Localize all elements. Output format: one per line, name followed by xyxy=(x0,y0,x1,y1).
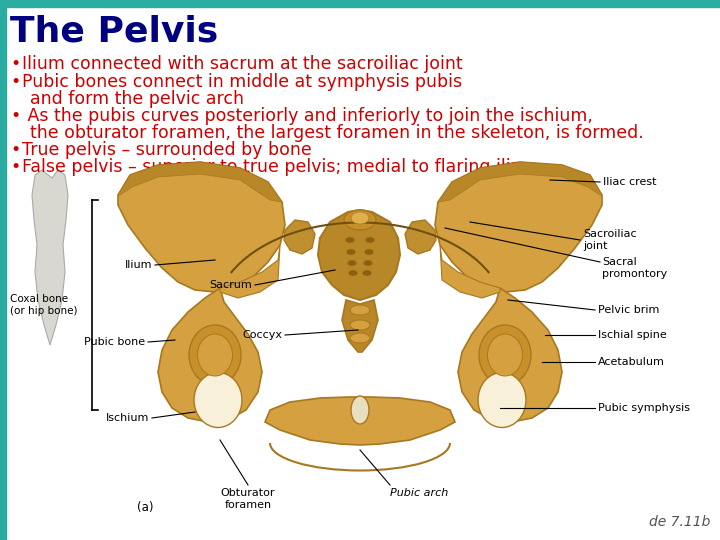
Polygon shape xyxy=(435,162,602,292)
Text: Ischium: Ischium xyxy=(106,413,149,423)
Bar xyxy=(0,0,720,7)
Text: False pelvis – superior to true pelvis; medial to flaring ilia: False pelvis – superior to true pelvis; … xyxy=(22,158,521,176)
Polygon shape xyxy=(342,300,378,352)
Text: Obturator
foramen: Obturator foramen xyxy=(221,488,275,510)
Text: Iliac crest: Iliac crest xyxy=(603,177,657,187)
Text: Ischial spine: Ischial spine xyxy=(598,330,667,340)
Ellipse shape xyxy=(478,373,526,428)
Ellipse shape xyxy=(350,333,370,343)
Polygon shape xyxy=(32,170,68,345)
Text: Ilium connected with sacrum at the sacroiliac joint: Ilium connected with sacrum at the sacro… xyxy=(22,55,463,73)
Text: The Pelvis: The Pelvis xyxy=(10,15,218,49)
Polygon shape xyxy=(458,288,562,422)
Polygon shape xyxy=(318,210,400,300)
Ellipse shape xyxy=(364,249,374,255)
Text: de 7.11b: de 7.11b xyxy=(649,515,710,529)
Polygon shape xyxy=(440,245,500,298)
Polygon shape xyxy=(158,288,262,422)
Polygon shape xyxy=(405,220,436,254)
Text: Sacrum: Sacrum xyxy=(210,280,252,290)
Text: Pubic arch: Pubic arch xyxy=(390,488,449,498)
Ellipse shape xyxy=(189,325,241,385)
Polygon shape xyxy=(118,162,285,292)
Text: Pubic bones connect in middle at symphysis pubis: Pubic bones connect in middle at symphys… xyxy=(22,73,462,91)
Text: Ilium: Ilium xyxy=(125,260,152,270)
Bar xyxy=(0,7,6,540)
Text: Coxal bone
(or hip bone): Coxal bone (or hip bone) xyxy=(10,294,78,316)
Ellipse shape xyxy=(366,237,374,243)
Text: •: • xyxy=(10,73,20,91)
Ellipse shape xyxy=(197,334,233,376)
Polygon shape xyxy=(284,220,315,254)
Ellipse shape xyxy=(350,320,370,330)
Polygon shape xyxy=(438,162,602,202)
Text: •: • xyxy=(10,158,20,176)
Ellipse shape xyxy=(348,270,358,276)
Text: •: • xyxy=(10,141,20,159)
Ellipse shape xyxy=(350,305,370,315)
Text: •: • xyxy=(10,107,20,125)
Ellipse shape xyxy=(344,210,376,230)
Text: •: • xyxy=(10,55,20,73)
Ellipse shape xyxy=(351,396,369,424)
Text: the obturator foramen, the largest foramen in the skeleton, is formed.: the obturator foramen, the largest foram… xyxy=(30,124,644,142)
Ellipse shape xyxy=(364,260,372,266)
Polygon shape xyxy=(220,245,280,298)
Text: Pelvic brim: Pelvic brim xyxy=(598,305,660,315)
Ellipse shape xyxy=(194,373,242,428)
Ellipse shape xyxy=(351,212,369,224)
Ellipse shape xyxy=(346,237,354,243)
Ellipse shape xyxy=(346,249,356,255)
Text: Pubic bone: Pubic bone xyxy=(84,337,145,347)
Ellipse shape xyxy=(479,325,531,385)
Text: and form the pelvic arch: and form the pelvic arch xyxy=(30,90,244,108)
Text: Coccyx: Coccyx xyxy=(242,330,282,340)
Text: True pelvis – surrounded by bone: True pelvis – surrounded by bone xyxy=(22,141,312,159)
Text: (a): (a) xyxy=(137,502,153,515)
Polygon shape xyxy=(118,162,282,202)
Text: Pubic symphysis: Pubic symphysis xyxy=(598,403,690,413)
Ellipse shape xyxy=(348,260,356,266)
Polygon shape xyxy=(265,397,455,445)
Text: Acetabulum: Acetabulum xyxy=(598,357,665,367)
Ellipse shape xyxy=(487,334,523,376)
Text: As the pubis curves posteriorly and inferiorly to join the ischium,: As the pubis curves posteriorly and infe… xyxy=(22,107,593,125)
Text: Sacroiliac
joint: Sacroiliac joint xyxy=(583,229,636,251)
Text: Sacral
promontory: Sacral promontory xyxy=(602,257,667,279)
Ellipse shape xyxy=(362,270,372,276)
